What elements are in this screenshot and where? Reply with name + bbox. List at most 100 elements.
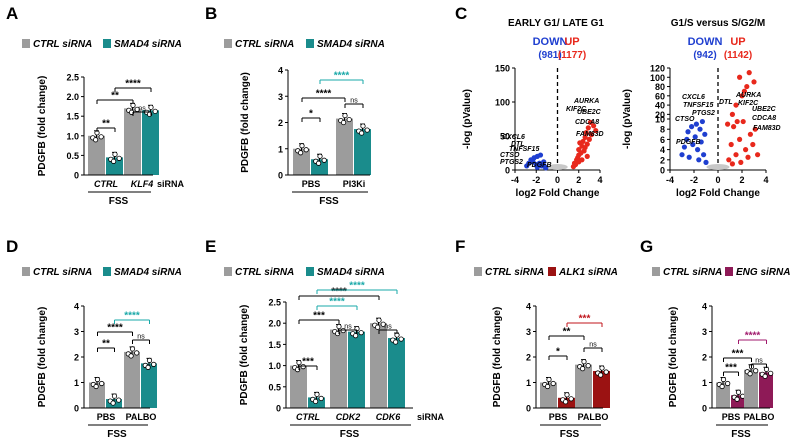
- x-category-label: CTRL: [296, 412, 320, 422]
- volcano-title: G1/S versus S/G2/M: [671, 18, 766, 29]
- up-regulated-point: [733, 102, 739, 108]
- significance-label: ****: [329, 297, 345, 308]
- up-regulated-point: [588, 132, 595, 138]
- y-tick-label: 1: [526, 378, 531, 388]
- x-tick-label: -4: [666, 175, 674, 185]
- down-regulated-point: [690, 141, 696, 148]
- down-regulated-point: [689, 124, 695, 130]
- data-point: [581, 359, 587, 365]
- data-point: [94, 376, 101, 383]
- gene-label-down: CXCL6: [502, 134, 525, 141]
- data-point: [152, 108, 158, 114]
- data-point: [112, 151, 118, 157]
- y-axis-label: PDGFB (fold change): [240, 72, 251, 173]
- legend-swatch-treatment: [306, 267, 314, 276]
- down-regulated-point: [701, 152, 707, 158]
- down-regulated-point: [541, 159, 547, 165]
- legend-label-treatment: SMAD4 siRNA: [114, 267, 182, 278]
- bar-ctrl-0: [88, 135, 105, 175]
- bar-treatment-1: [141, 363, 157, 408]
- significance-label: **: [111, 91, 119, 102]
- significance-label: *: [556, 347, 560, 358]
- gene-label-down: TNFSF15: [683, 102, 713, 109]
- x-axis-label: FSS: [340, 429, 360, 440]
- up-regulated-point: [576, 159, 582, 165]
- legend-swatch-ctrl: [224, 39, 232, 48]
- y-tick-label: 2.0: [66, 92, 79, 102]
- legend-label-ctrl: CTRL siRNA: [663, 267, 722, 278]
- up-regulated-point: [587, 119, 594, 125]
- x-tick-label: -2: [690, 175, 698, 185]
- up-regulated-point: [734, 118, 740, 125]
- significance-label: ****: [349, 281, 365, 292]
- x-category-label: CDK6: [376, 412, 401, 422]
- y-tick-label: 0: [702, 404, 707, 414]
- data-point: [762, 373, 768, 379]
- data-point: [340, 327, 346, 334]
- up-regulated-point: [577, 140, 583, 146]
- x-category-label: PI3Ki: [343, 179, 366, 189]
- y-tick-label: 0: [505, 166, 510, 176]
- x-axis-label: FSS: [107, 429, 127, 440]
- up-regulated-point: [741, 88, 748, 94]
- significance-label: ***: [732, 349, 744, 360]
- data-point: [315, 160, 322, 166]
- data-point: [352, 333, 359, 339]
- y-tick-label: 2: [660, 155, 665, 165]
- data-point: [318, 395, 324, 401]
- up-regulated-point: [737, 136, 743, 142]
- gene-label-down: CTSO: [675, 116, 695, 123]
- data-point: [116, 397, 122, 403]
- up-label: UP: [730, 36, 745, 48]
- significance-label: ****: [125, 79, 141, 90]
- y-tick-label: 120: [650, 64, 665, 74]
- bar-ctrl-0: [716, 382, 730, 408]
- y-tick-label: 3: [702, 327, 707, 337]
- data-point: [546, 376, 552, 383]
- gene-label-down: PDGFB: [676, 139, 701, 146]
- nonsignificant-points: [547, 164, 568, 170]
- data-point: [98, 134, 104, 140]
- significance-label: ****: [124, 311, 140, 322]
- x-category-label: PBS: [722, 412, 741, 422]
- y-tick-label: 3: [526, 327, 531, 337]
- data-point: [296, 359, 302, 366]
- significance-label: ****: [745, 331, 761, 342]
- data-point: [346, 116, 352, 123]
- down-regulated-point: [702, 131, 708, 137]
- up-regulated-point: [738, 159, 744, 165]
- gene-label-down: TNFSF15: [509, 146, 539, 153]
- y-tick-label: 4: [526, 302, 531, 312]
- panel-letter-F: F: [455, 237, 465, 256]
- data-point: [360, 123, 366, 129]
- down-regulated-point: [679, 152, 685, 158]
- up-label: UP: [564, 36, 579, 48]
- data-point: [392, 339, 399, 345]
- gene-label-down: PTGS2: [500, 159, 523, 166]
- up-regulated-point: [744, 83, 750, 90]
- x-category-label: PBS: [97, 412, 116, 422]
- up-regulated-point: [755, 152, 761, 158]
- x-category-label: PALBO: [126, 412, 157, 422]
- down-regulated-point: [524, 163, 530, 169]
- significance-label: **: [102, 339, 110, 350]
- x-axis-label: FSS: [319, 196, 339, 207]
- data-point: [134, 350, 140, 356]
- data-point: [129, 346, 136, 352]
- y-tick-label: 0.5: [268, 382, 281, 392]
- up-regulated-point: [728, 141, 734, 148]
- down-regulated-point: [698, 139, 704, 145]
- y-tick-label: 4: [660, 145, 665, 155]
- up-regulated-point: [584, 153, 590, 159]
- data-point: [317, 153, 323, 159]
- gene-label-up: FAM83D: [576, 131, 604, 138]
- gene-label-up: CDCA8: [575, 119, 599, 126]
- data-point: [358, 130, 365, 136]
- down-count: (981): [538, 50, 561, 61]
- y-tick-label: 1.5: [66, 112, 79, 122]
- legend-swatch-ctrl: [652, 267, 660, 276]
- gene-label-up: AURKA: [735, 92, 761, 99]
- up-regulated-point: [740, 118, 746, 125]
- legend-swatch-treatment: [548, 267, 556, 276]
